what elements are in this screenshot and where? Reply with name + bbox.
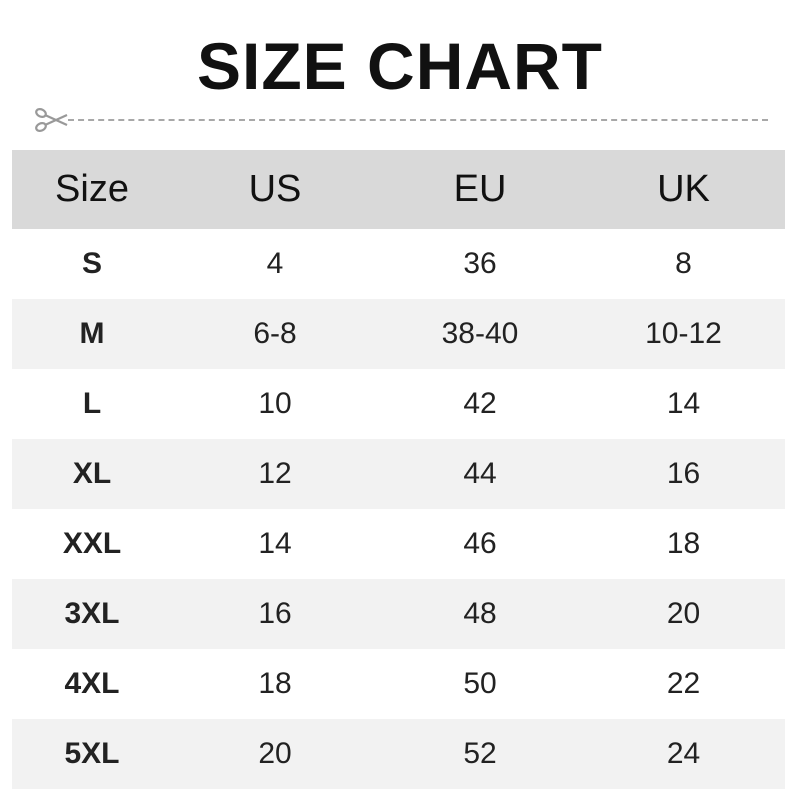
cell-us: 14 [258, 527, 292, 560]
header-eu: EU [453, 168, 507, 210]
page-title: SIZE CHART [197, 29, 603, 103]
cell-size: M [79, 317, 105, 350]
cell-uk: 14 [666, 387, 701, 420]
cell-eu: 36 [463, 247, 497, 280]
cell-size: 5XL [64, 737, 120, 770]
dashed-divider [68, 119, 768, 121]
cell-us: 18 [258, 667, 292, 700]
table-row: 3XL 16 48 20 [12, 579, 785, 649]
size-table: Size US EU UK S 4 36 8 M 6-8 38-40 10-12 L 10 42 14… [12, 150, 785, 789]
cell-eu: 38-40 [441, 317, 519, 350]
cell-us: 12 [258, 457, 292, 490]
cell-uk: 24 [666, 737, 701, 770]
cell-uk: 22 [666, 667, 701, 700]
cell-uk: 10-12 [645, 317, 722, 350]
table-row: XL 12 44 16 [12, 439, 785, 509]
cell-us: 20 [258, 737, 292, 770]
cell-size: L [82, 387, 102, 420]
cell-size: XXL [62, 527, 122, 560]
cell-us: 6-8 [253, 317, 297, 350]
table-row: XXL 14 46 18 [12, 509, 785, 579]
table-row: 4XL 18 50 22 [12, 649, 785, 719]
cell-eu: 46 [463, 527, 497, 560]
scissors-icon [34, 106, 68, 139]
cell-size: XL [72, 457, 112, 490]
cell-eu: 50 [463, 667, 497, 700]
cell-us: 10 [258, 387, 292, 420]
cell-eu: 52 [463, 737, 497, 770]
cell-eu: 48 [463, 597, 497, 630]
cell-us: 16 [258, 597, 292, 630]
cell-size: 3XL [64, 597, 120, 630]
table-row: M 6-8 38-40 10-12 [12, 299, 785, 369]
table-row: 5XL 20 52 24 [12, 719, 785, 789]
cell-eu: 42 [463, 387, 497, 420]
cut-line [34, 106, 774, 134]
cell-us: 4 [266, 247, 284, 280]
header-uk: UK [657, 168, 710, 210]
table-header: Size US EU UK [12, 150, 785, 229]
cell-uk: 20 [666, 597, 701, 630]
table-row: S 4 36 8 [12, 229, 785, 299]
cell-uk: 18 [666, 527, 701, 560]
cell-uk: 16 [666, 457, 701, 490]
table-row: L 10 42 14 [12, 369, 785, 439]
cell-size: 4XL [64, 667, 120, 700]
cell-uk: 8 [675, 247, 692, 280]
cell-eu: 44 [463, 457, 497, 490]
cell-size: S [81, 247, 102, 280]
header-us: US [248, 168, 302, 210]
header-size: Size [55, 168, 129, 210]
